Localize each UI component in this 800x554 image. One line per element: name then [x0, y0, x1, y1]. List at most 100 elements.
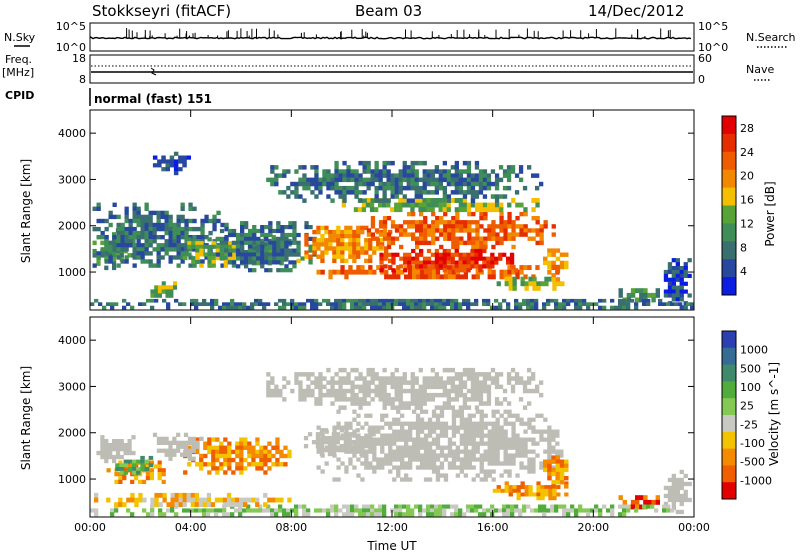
data-cell [454, 173, 459, 178]
data-cell [199, 244, 204, 249]
data-cell [290, 302, 295, 306]
data-cell [434, 248, 440, 254]
data-cell [382, 181, 387, 187]
data-cell [122, 502, 127, 508]
data-cell [531, 469, 536, 474]
data-cell [524, 492, 529, 497]
data-cell [398, 388, 403, 394]
data-cell [370, 367, 375, 373]
data-cell [156, 214, 161, 220]
data-cell [402, 302, 407, 306]
data-cell [679, 281, 684, 286]
data-cell [558, 305, 563, 310]
data-cell [483, 236, 488, 241]
data-cell [188, 202, 193, 207]
data-cell [338, 305, 343, 310]
data-cell [390, 185, 395, 191]
data-cell [414, 160, 419, 166]
data-cell [169, 159, 175, 164]
data-cell [144, 259, 149, 264]
data-cell [479, 417, 484, 422]
data-cell [562, 508, 567, 513]
data-cell [467, 413, 472, 418]
data-cell [662, 508, 667, 513]
data-cell [235, 441, 240, 446]
data-cell [439, 453, 445, 458]
data-cell [675, 262, 680, 267]
data-cell [152, 235, 157, 240]
data-cell [435, 417, 441, 422]
data-cell [499, 269, 504, 275]
data-cell [398, 207, 403, 213]
data-cell [450, 397, 455, 402]
data-cell [574, 512, 579, 517]
data-cell [182, 155, 187, 160]
data-cell [244, 225, 249, 230]
data-cell [398, 177, 403, 183]
data-cell [486, 376, 492, 381]
data-cell [434, 260, 440, 265]
data-cell [240, 225, 245, 230]
data-cell [482, 384, 488, 390]
data-cell [426, 397, 431, 402]
data-cell [422, 508, 427, 513]
data-cell [160, 210, 165, 216]
data-cell [439, 409, 445, 414]
data-cell [442, 160, 447, 166]
data-cell [157, 464, 162, 469]
data-cell [140, 247, 145, 252]
data-cell [355, 444, 360, 449]
data-cell [447, 228, 452, 233]
data-cell [227, 445, 232, 450]
data-cell [523, 453, 528, 458]
colorbar-swatch [722, 223, 736, 242]
data-cell [364, 421, 369, 426]
data-cell [279, 453, 284, 459]
data-cell [354, 392, 359, 398]
data-cell [482, 194, 488, 199]
data-cell [158, 512, 163, 517]
data-cell [443, 457, 449, 462]
data-cell [388, 258, 393, 264]
data-cell [362, 380, 367, 385]
data-cell [455, 473, 460, 478]
data-cell [467, 224, 472, 229]
data-cell [211, 244, 216, 249]
data-cell [240, 260, 245, 265]
data-cell [264, 252, 269, 257]
data-cell [408, 457, 413, 462]
data-cell [219, 244, 225, 249]
data-cell [663, 289, 669, 294]
data-cell [260, 248, 265, 253]
data-cell [430, 207, 435, 213]
data-cell [512, 285, 517, 291]
data-cell [183, 440, 189, 445]
data-cell [414, 194, 419, 199]
data-cell [386, 160, 391, 166]
data-cell [368, 242, 373, 247]
data-cell [388, 461, 393, 466]
data-cell [455, 445, 460, 450]
data-cell [622, 499, 627, 505]
data-cell [362, 512, 367, 517]
data-cell [490, 181, 496, 187]
data-cell [246, 508, 251, 513]
data-cell [312, 242, 317, 247]
data-cell [398, 298, 403, 303]
data-cell [223, 449, 228, 455]
data-cell [356, 254, 361, 259]
data-cell [451, 216, 456, 221]
data-cell [207, 244, 212, 249]
data-cell [438, 173, 443, 178]
data-cell [683, 489, 688, 495]
data-cell [136, 251, 141, 256]
data-cell [610, 504, 615, 509]
data-cell [430, 504, 435, 509]
data-cell [566, 298, 571, 303]
data-cell [319, 444, 325, 449]
data-cell [574, 305, 579, 310]
data-cell [215, 453, 220, 459]
data-cell [116, 263, 121, 268]
data-cell [191, 436, 196, 441]
data-cell [192, 226, 197, 232]
